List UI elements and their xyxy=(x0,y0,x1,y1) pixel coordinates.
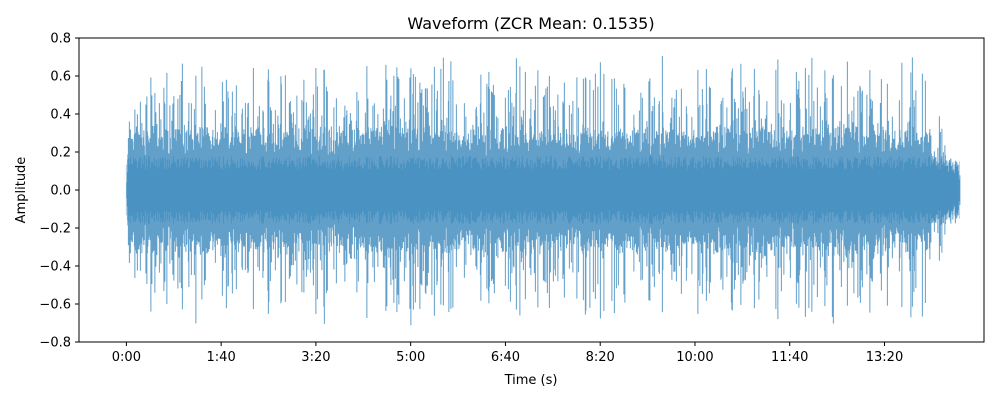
chart-title: Waveform (ZCR Mean: 0.1535) xyxy=(407,14,654,33)
y-tick-label: 0.8 xyxy=(50,32,71,47)
waveform-series xyxy=(125,56,961,326)
y-tick-label: −0.6 xyxy=(39,298,71,313)
y-tick-label: 0.6 xyxy=(50,70,71,85)
x-tick-label: 5:00 xyxy=(396,350,425,365)
y-tick-label: −0.4 xyxy=(39,260,71,275)
y-tick-label: 0.4 xyxy=(50,108,71,123)
y-tick-label: −0.2 xyxy=(39,222,71,237)
x-axis-label: Time (s) xyxy=(504,373,558,388)
x-axis: 0:00 1:40 3:20 5:00 6:40 8:20 10:00 11:40 13:20 xyxy=(112,342,903,365)
x-tick-label: 11:40 xyxy=(771,350,808,365)
x-tick-label: 8:20 xyxy=(586,350,615,365)
x-tick-label: 13:20 xyxy=(866,350,903,365)
waveform-core xyxy=(125,155,960,225)
y-axis-label: Amplitude xyxy=(14,157,29,224)
y-tick-label: −0.8 xyxy=(39,336,71,351)
waveform-path xyxy=(126,56,961,326)
x-tick-label: 0:00 xyxy=(112,350,141,365)
y-axis: 0.8 0.6 0.4 0.2 0.0 −0.2 −0.4 −0.6 −0.8 xyxy=(39,32,79,351)
y-tick-label: 0.2 xyxy=(50,146,71,161)
x-tick-label: 3:20 xyxy=(301,350,330,365)
x-tick-label: 6:40 xyxy=(491,350,520,365)
y-tick-label: 0.0 xyxy=(50,184,71,199)
x-tick-label: 10:00 xyxy=(676,350,713,365)
x-tick-label: 1:40 xyxy=(207,350,236,365)
